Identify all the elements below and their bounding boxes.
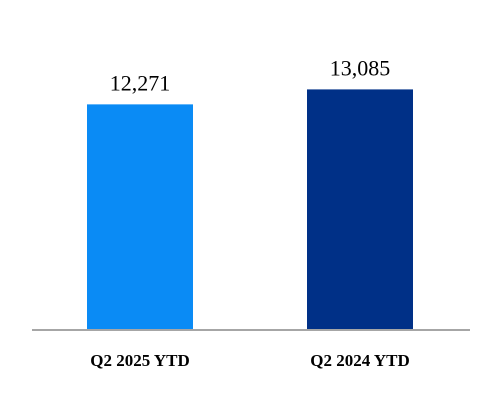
bar-1 xyxy=(87,104,193,330)
category-label-1: Q2 2025 YTD xyxy=(90,351,190,370)
bars-group xyxy=(87,89,413,330)
value-label-1: 12,271 xyxy=(110,70,171,95)
value-labels-group: 12,271 13,085 xyxy=(110,55,391,95)
value-label-2: 13,085 xyxy=(330,55,391,80)
bar-2 xyxy=(307,89,413,330)
category-label-2: Q2 2024 YTD xyxy=(310,351,410,370)
category-labels-group: Q2 2025 YTD Q2 2024 YTD xyxy=(90,351,410,370)
